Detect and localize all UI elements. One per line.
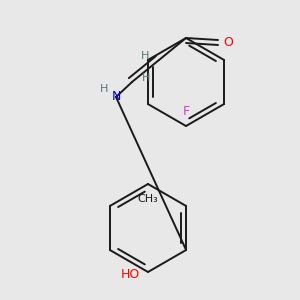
Text: N: N <box>111 91 121 103</box>
Text: O: O <box>223 37 233 50</box>
Text: CH₃: CH₃ <box>138 194 158 204</box>
Text: F: F <box>182 105 190 118</box>
Text: H: H <box>142 73 150 83</box>
Text: H: H <box>141 51 149 61</box>
Text: H: H <box>100 84 108 94</box>
Text: HO: HO <box>121 268 140 281</box>
